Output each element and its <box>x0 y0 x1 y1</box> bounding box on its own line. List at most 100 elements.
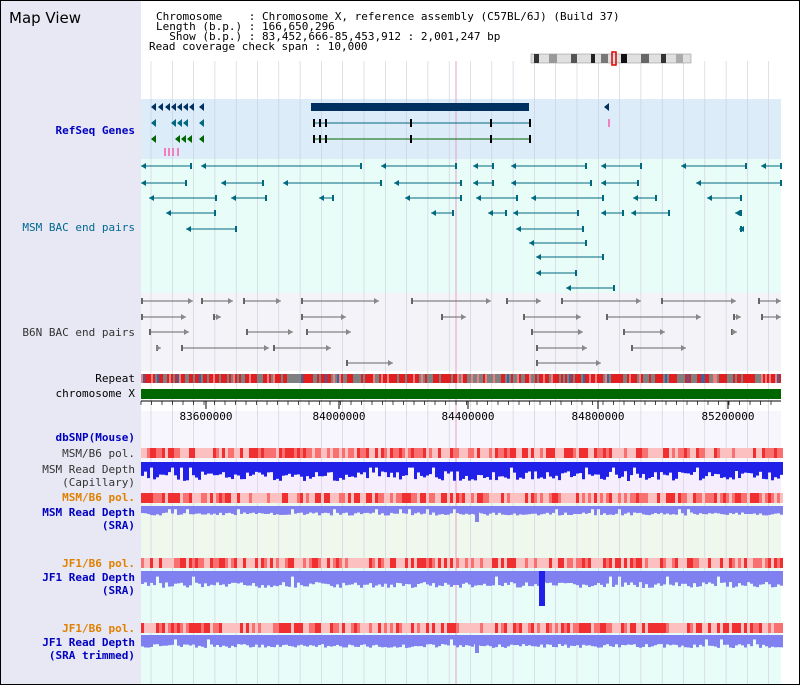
jf1-sra-depth-bar <box>234 571 237 583</box>
repeat-element <box>553 374 555 383</box>
repeat-element <box>613 374 615 383</box>
msm-capillary-depth-bar <box>555 462 558 476</box>
b6n-bac-end <box>273 345 275 351</box>
jf1-sra-depth-bar <box>318 571 321 583</box>
msm-b6-pol-strip <box>336 493 339 503</box>
msm-sra-depth-bar <box>312 506 315 514</box>
msm-sra-depth-bar <box>741 506 744 513</box>
jf1-b6-pol-strip <box>360 558 363 568</box>
jf1-trimmed-depth-bar <box>735 635 738 646</box>
msm-b6-pol-strip <box>198 493 201 503</box>
msm-b6-pol-strip <box>234 493 237 503</box>
msm-capillary-depth-bar <box>420 462 423 476</box>
jf1-sra-depth-bar <box>744 571 747 586</box>
jf1-b6-pol-strip <box>159 558 162 568</box>
msm-capillary-depth-bar <box>345 462 348 475</box>
msm-b6-pol-strip <box>192 448 195 458</box>
jf1-b6-pol-strip <box>744 623 747 633</box>
repeat-element <box>269 374 271 383</box>
msm-b6-pol-strip <box>297 448 300 458</box>
track-label-dbsnp[interactable]: dbSNP(Mouse) <box>55 431 135 444</box>
msm-b6-pol-strip <box>387 448 390 458</box>
msm-bac-end <box>141 180 146 186</box>
jf1-sra-depth-bar <box>600 571 603 585</box>
jf1-trimmed-depth-bar <box>525 635 528 646</box>
msm-sra-depth-bar <box>171 506 174 514</box>
msm-b6-pol-strip <box>672 448 675 458</box>
msm-b6-pol-strip <box>687 448 690 458</box>
msm-b6-pol-strip <box>615 448 618 458</box>
msm-b6-pol-strip <box>642 448 645 458</box>
jf1-trimmed-depth-bar <box>660 635 663 645</box>
b6n-bac-end <box>636 298 641 304</box>
jf1-b6-pol-strip <box>339 558 342 568</box>
msm-capillary-depth-bar <box>639 462 642 478</box>
jf1-b6-pol-strip <box>756 558 759 568</box>
msm-sra-depth-bar <box>222 506 225 516</box>
msm-b6-pol-strip <box>423 493 426 503</box>
msm-b6-pol-strip <box>516 448 519 458</box>
jf1-sra-depth-bar <box>762 571 765 585</box>
jf1-trimmed-depth-bar <box>402 635 405 645</box>
jf1-b6-pol-strip <box>651 558 654 568</box>
jf1-b6-pol-strip <box>606 623 609 633</box>
jf1-sra-depth-bar <box>753 571 756 587</box>
msm-sra-depth-bar <box>621 506 624 516</box>
msm-bac-end <box>601 210 606 216</box>
jf1-sra-depth-bar <box>447 571 450 585</box>
msm-bac-end <box>602 195 604 201</box>
jf1-trimmed-depth-bar <box>192 635 195 645</box>
repeat-element <box>303 374 305 383</box>
msm-b6-pol-strip <box>780 493 783 503</box>
jf1-b6-pol-strip <box>612 558 615 568</box>
jf1-b6-pol-strip <box>468 558 471 568</box>
msm-sra-depth-bar <box>735 506 738 513</box>
repeat-element <box>599 374 601 383</box>
repeat-element <box>485 374 487 383</box>
msm-b6-pol-strip <box>438 448 441 458</box>
jf1-trimmed-depth-bar <box>705 635 708 640</box>
track-label-b6n-bac[interactable]: B6N BAC end pairs <box>22 326 135 339</box>
msm-b6-pol-strip <box>405 448 408 458</box>
jf1-b6-pol-strip <box>591 623 594 633</box>
jf1-trimmed-depth-bar <box>516 635 519 646</box>
msm-sra-depth-bar <box>543 506 546 514</box>
track-label-refseq[interactable]: RefSeq Genes <box>55 124 135 137</box>
msm-b6-pol-strip <box>201 493 204 503</box>
repeat-element <box>697 374 699 383</box>
jf1-sra-depth-bar <box>210 571 213 585</box>
repeat-element <box>191 374 193 383</box>
repeat-element <box>365 374 367 383</box>
msm-b6-pol-strip <box>735 493 738 503</box>
msm-b6-pol-strip <box>651 493 654 503</box>
msm-capillary-depth-bar <box>501 462 504 477</box>
msm-sra-depth-bar <box>348 506 351 516</box>
msm-b6-pol-strip <box>579 448 582 458</box>
msm-sra-depth-bar <box>192 506 195 515</box>
jf1-b6-pol-strip <box>297 558 300 568</box>
jf1-trimmed-depth-bar <box>288 635 291 646</box>
msm-b6-pol-strip <box>525 493 528 503</box>
jf1-trimmed-depth-bar <box>696 635 699 648</box>
jf1-trimmed-depth-bar <box>468 635 471 646</box>
msm-b6-pol-strip <box>300 493 303 503</box>
jf1-b6-pol-strip <box>417 558 420 568</box>
jf1-trimmed-depth-bar <box>567 635 570 648</box>
b6n-bac-end <box>661 298 663 304</box>
msm-capillary-depth-bar <box>648 462 651 479</box>
track-label-msm-bac[interactable]: MSM BAC end pairs <box>22 221 135 234</box>
jf1-b6-pol-strip <box>588 623 591 633</box>
msm-b6-pol-strip <box>498 448 501 458</box>
repeat-element <box>421 374 423 383</box>
msm-capillary-depth-bar <box>519 462 522 478</box>
repeat-element <box>461 374 463 383</box>
repeat-element <box>463 374 465 383</box>
axis-tick-label: 84400000 <box>442 410 495 423</box>
msm-capillary-depth-bar <box>177 462 180 480</box>
jf1-sra-depth-bar <box>198 571 201 584</box>
jf1-b6-pol-strip <box>717 623 720 633</box>
msm-sra-depth-bar <box>627 506 630 513</box>
jf1-b6-pol-strip <box>186 623 189 633</box>
msm-sra-depth-bar <box>537 506 540 516</box>
